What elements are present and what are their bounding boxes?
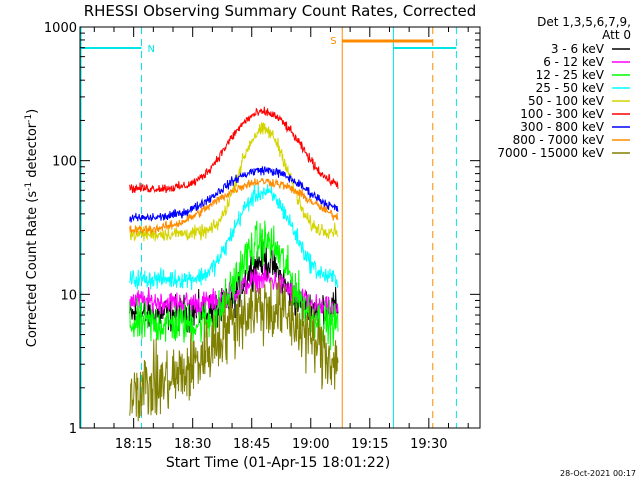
y-axis-label-sup1: -1	[24, 182, 34, 191]
series-line-7	[129, 177, 339, 236]
legend-label-5: 100 - 300 keV	[520, 107, 604, 121]
y-tick-label-0: 1	[69, 422, 77, 437]
y-tick-label-2: 100	[52, 155, 77, 170]
legend-label-2: 12 - 25 keV	[536, 68, 605, 82]
y-axis-label-mid: detector	[25, 122, 40, 182]
legend-label-7: 800 - 7000 keV	[513, 133, 605, 147]
x-tick-label-0: 18:15	[115, 437, 152, 452]
legend-label-8: 7000 - 15000 keV	[497, 146, 604, 160]
series-line-2	[129, 220, 339, 351]
legend-label-3: 25 - 50 keV	[536, 81, 605, 95]
saa-label: S	[330, 36, 336, 47]
y-tick-label-1: 10	[60, 288, 77, 303]
series-line-6	[129, 166, 339, 223]
y-tick-label-3: 1000	[44, 21, 77, 36]
legend-label-4: 50 - 100 keV	[528, 94, 605, 108]
y-axis-label-main: Corrected Count Rate (s	[25, 191, 40, 348]
series-line-5	[129, 106, 339, 194]
chart-title: RHESSI Observing Summary Count Rates, Co…	[84, 2, 477, 20]
plot-frame	[79, 26, 481, 429]
x-tick-label-5: 19:30	[410, 437, 447, 452]
axes: 1 10 100 1000 18:15 18:30 18:45 19:00 19:15 19:30	[44, 21, 480, 452]
plot-area: NS	[80, 27, 457, 428]
x-tick-label-3: 19:00	[292, 437, 329, 452]
night-label-0: N	[148, 44, 155, 55]
legend-label-0: 3 - 6 keV	[551, 42, 605, 56]
series-line-3	[129, 182, 339, 291]
legend-subtitle: Att 0	[602, 28, 631, 42]
x-tick-label-4: 19:15	[351, 437, 388, 452]
y-axis-label: Corrected Count Rate (s-1 detector-1)	[24, 109, 40, 347]
legend-label-6: 300 - 800 keV	[520, 120, 604, 134]
legend-label-1: 6 - 12 keV	[543, 55, 605, 69]
x-axis-label: Start Time (01-Apr-15 18:01:22)	[166, 455, 390, 471]
x-tick-label-2: 18:45	[233, 437, 270, 452]
x-tick-label-1: 18:30	[174, 437, 211, 452]
y-axis-label-sup2: -1	[24, 114, 34, 123]
footer-date: 28-Oct-2021 00:17	[560, 469, 636, 478]
series-line-8	[129, 276, 339, 422]
y-axis-label-end: )	[25, 109, 40, 114]
series-group	[129, 106, 339, 422]
legend-title: Det 1,3,5,6,7,9,	[537, 15, 631, 29]
